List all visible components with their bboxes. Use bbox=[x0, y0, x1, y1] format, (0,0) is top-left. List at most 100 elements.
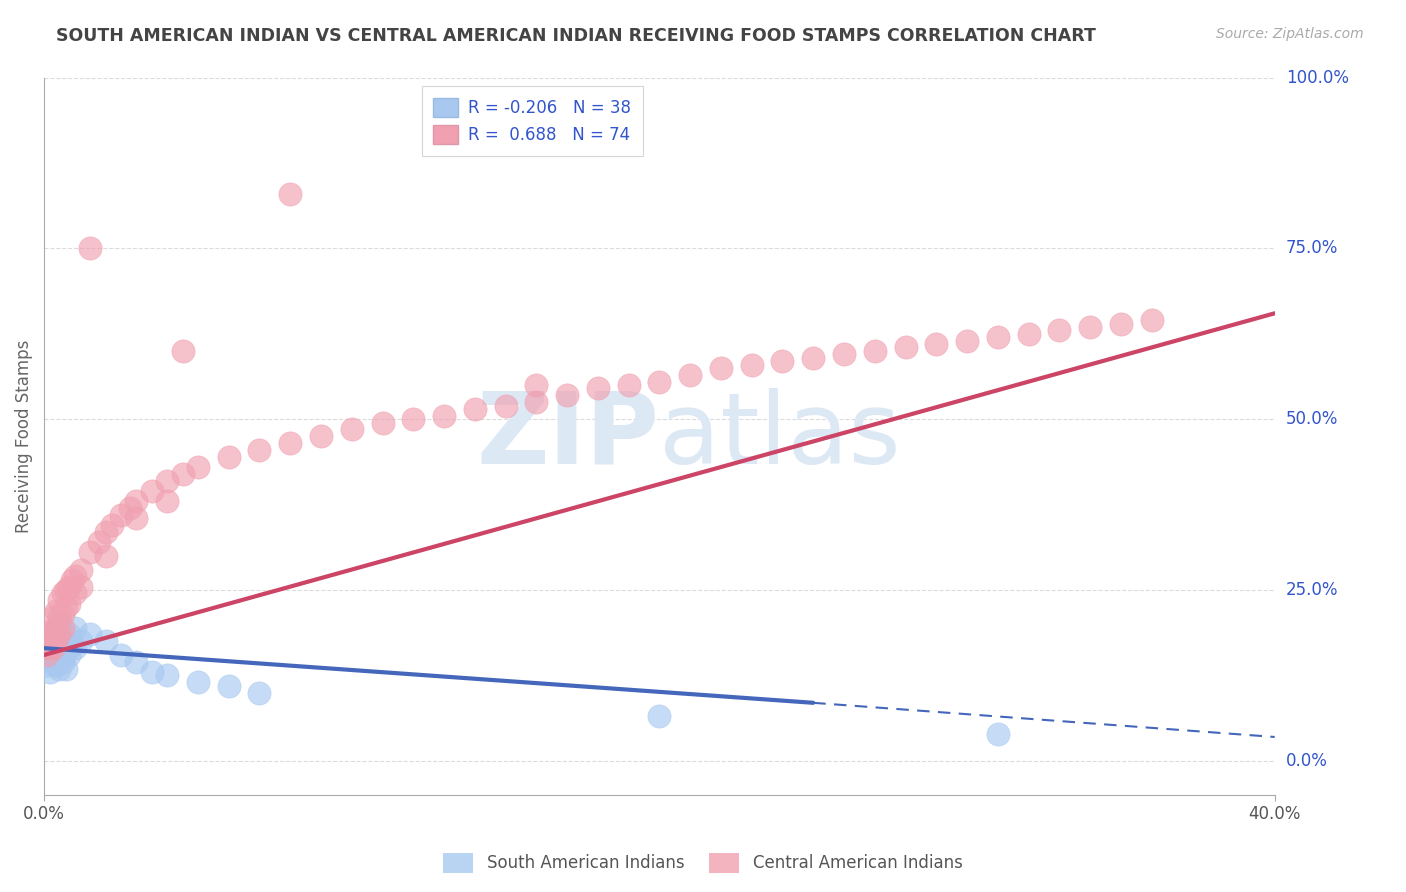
Point bbox=[48, 662, 70, 676]
Point bbox=[45, 603, 67, 617]
Text: 100.0%: 100.0% bbox=[1286, 69, 1348, 87]
Point bbox=[648, 375, 671, 389]
Point bbox=[120, 501, 142, 516]
Point bbox=[52, 607, 75, 621]
Point bbox=[1018, 326, 1040, 341]
Point bbox=[45, 621, 67, 635]
Point bbox=[172, 343, 194, 358]
Point bbox=[37, 658, 59, 673]
Point bbox=[156, 494, 179, 508]
Point bbox=[58, 597, 80, 611]
Point bbox=[586, 381, 609, 395]
Point bbox=[39, 651, 62, 665]
Point bbox=[987, 330, 1010, 344]
Point bbox=[772, 354, 794, 368]
Point bbox=[101, 518, 124, 533]
Point bbox=[52, 655, 75, 669]
Point bbox=[863, 343, 886, 358]
Point bbox=[39, 624, 62, 638]
Point bbox=[340, 422, 363, 436]
Point bbox=[42, 644, 65, 658]
Point bbox=[70, 634, 93, 648]
Text: 50.0%: 50.0% bbox=[1286, 410, 1339, 428]
Point bbox=[741, 358, 763, 372]
Legend: R = -0.206   N = 38, R =  0.688   N = 74: R = -0.206 N = 38, R = 0.688 N = 74 bbox=[422, 86, 643, 156]
Point bbox=[45, 624, 67, 638]
Point bbox=[125, 511, 148, 525]
Point bbox=[402, 412, 425, 426]
Point bbox=[710, 361, 733, 376]
Point bbox=[141, 483, 163, 498]
Point bbox=[63, 586, 86, 600]
Point bbox=[55, 662, 77, 676]
Point bbox=[58, 648, 80, 662]
Point bbox=[925, 337, 948, 351]
Text: SOUTH AMERICAN INDIAN VS CENTRAL AMERICAN INDIAN RECEIVING FOOD STAMPS CORRELATI: SOUTH AMERICAN INDIAN VS CENTRAL AMERICA… bbox=[56, 27, 1097, 45]
Point bbox=[371, 416, 394, 430]
Point bbox=[679, 368, 702, 382]
Point bbox=[156, 668, 179, 682]
Point bbox=[37, 638, 59, 652]
Point bbox=[58, 580, 80, 594]
Point bbox=[524, 395, 547, 409]
Point bbox=[42, 610, 65, 624]
Point bbox=[172, 467, 194, 481]
Point bbox=[37, 648, 59, 662]
Point bbox=[218, 450, 240, 464]
Point bbox=[249, 442, 271, 457]
Text: atlas: atlas bbox=[659, 388, 901, 484]
Text: 75.0%: 75.0% bbox=[1286, 239, 1339, 258]
Point bbox=[278, 186, 301, 201]
Point bbox=[1047, 323, 1070, 337]
Point bbox=[110, 648, 132, 662]
Point bbox=[48, 593, 70, 607]
Point bbox=[42, 627, 65, 641]
Point bbox=[60, 573, 83, 587]
Point bbox=[70, 580, 93, 594]
Text: Source: ZipAtlas.com: Source: ZipAtlas.com bbox=[1216, 27, 1364, 41]
Point bbox=[832, 347, 855, 361]
Point bbox=[187, 675, 209, 690]
Point bbox=[52, 627, 75, 641]
Point bbox=[125, 494, 148, 508]
Point bbox=[48, 627, 70, 641]
Point bbox=[464, 401, 486, 416]
Point bbox=[524, 378, 547, 392]
Point bbox=[60, 638, 83, 652]
Point bbox=[495, 399, 517, 413]
Point bbox=[52, 621, 75, 635]
Point bbox=[1140, 313, 1163, 327]
Point bbox=[70, 563, 93, 577]
Point bbox=[801, 351, 824, 365]
Y-axis label: Receiving Food Stamps: Receiving Food Stamps bbox=[15, 340, 32, 533]
Point bbox=[48, 617, 70, 632]
Point bbox=[45, 641, 67, 656]
Point bbox=[48, 648, 70, 662]
Point bbox=[617, 378, 640, 392]
Point bbox=[187, 460, 209, 475]
Point bbox=[63, 621, 86, 635]
Text: 25.0%: 25.0% bbox=[1286, 581, 1339, 599]
Point bbox=[125, 655, 148, 669]
Point bbox=[58, 627, 80, 641]
Point bbox=[55, 634, 77, 648]
Point bbox=[278, 436, 301, 450]
Point bbox=[94, 524, 117, 539]
Point bbox=[79, 627, 101, 641]
Point bbox=[55, 582, 77, 597]
Point bbox=[45, 634, 67, 648]
Point bbox=[141, 665, 163, 679]
Point bbox=[42, 641, 65, 656]
Point bbox=[1078, 320, 1101, 334]
Point bbox=[39, 641, 62, 656]
Point bbox=[894, 341, 917, 355]
Point bbox=[1109, 317, 1132, 331]
Point bbox=[309, 429, 332, 443]
Text: ZIP: ZIP bbox=[477, 388, 659, 484]
Point bbox=[648, 709, 671, 723]
Point bbox=[94, 549, 117, 563]
Point bbox=[956, 334, 979, 348]
Point bbox=[42, 655, 65, 669]
Point bbox=[48, 610, 70, 624]
Text: 0.0%: 0.0% bbox=[1286, 752, 1327, 770]
